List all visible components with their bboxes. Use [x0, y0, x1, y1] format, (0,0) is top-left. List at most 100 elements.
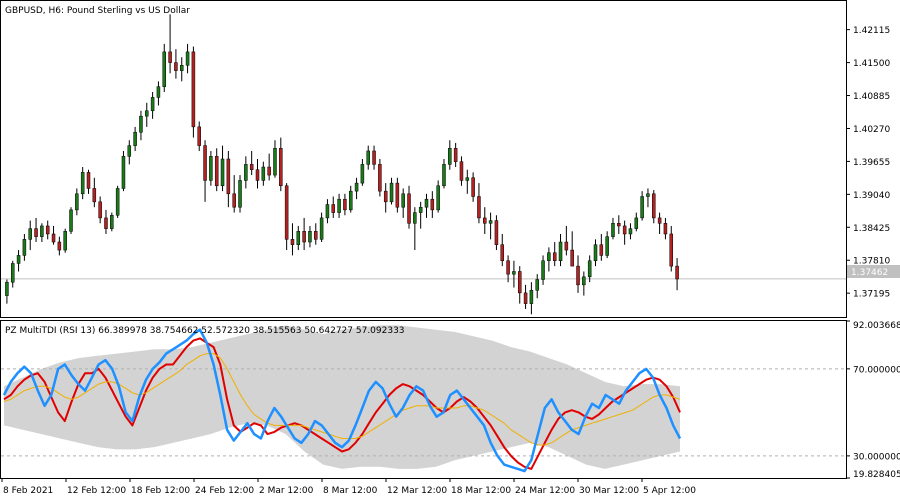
series-rsi — [2, 328, 682, 473]
candle-body-bull — [593, 244, 598, 262]
indicator-tick-label: 30.000000 — [853, 452, 900, 462]
candle-body-bull — [413, 212, 417, 224]
candle-body-bull — [360, 164, 365, 184]
candle-body-bull — [448, 148, 452, 165]
candle-body-bear — [430, 198, 435, 211]
axis-marks: 1.42115 1.41500 1.40885 1.40270 1.39655 1.390… — [1, 26, 900, 496]
candle-body-bull — [418, 206, 423, 213]
candle-body-bear — [267, 166, 271, 176]
x-tick-label: 18 Feb 12:00 — [131, 486, 190, 496]
x-tick-label: 12 Mar 12:00 — [387, 486, 447, 496]
candle-body-bear — [34, 228, 38, 237]
candle-body-bear — [57, 241, 62, 251]
y-tick-label: 1.40270 — [853, 125, 890, 135]
x-tick-label: 5 Apr 12:00 — [643, 486, 696, 496]
main-panel-marks — [1, 14, 846, 315]
candle-body-bull — [337, 198, 341, 213]
candle-body-bull — [529, 289, 534, 304]
x-tick-label: 8 Feb 2021 — [3, 486, 53, 496]
main-chart-title: GBPUSD, H6: Pound Sterling vs US Dollar — [5, 6, 190, 16]
x-tick-label: 24 Mar 12:00 — [515, 486, 575, 496]
candle-body-bull — [127, 145, 132, 157]
candle-body-bull — [582, 276, 586, 286]
candle-body-bull — [640, 196, 644, 219]
y-tick-label: 1.41500 — [853, 59, 890, 69]
candle-body-bull — [22, 239, 27, 256]
candle-body-bull — [436, 185, 440, 211]
candle-body-bull — [628, 228, 633, 235]
candle-body-bull — [348, 190, 353, 211]
x-tick-label: 2 Mar 12:00 — [259, 486, 314, 496]
candle-body-bull — [296, 231, 301, 245]
candle-body-bear — [197, 126, 201, 146]
y-tick-label: 1.38425 — [853, 224, 890, 234]
candle-body-bull — [75, 193, 79, 211]
candle-body-bull — [40, 225, 44, 237]
candle-body-bull — [611, 223, 615, 237]
candle-body-bear — [104, 217, 108, 229]
candle-body-bull — [442, 164, 446, 187]
x-tick-label: 8 Mar 12:00 — [323, 486, 378, 496]
candle-body-bull — [209, 156, 213, 181]
candle-body-bear — [302, 231, 306, 243]
candle-body-bull — [512, 271, 516, 275]
candle-body-bear — [459, 161, 464, 181]
candle-body-bull — [162, 51, 167, 87]
candle-body-bull — [325, 204, 330, 219]
candle-body-bull — [488, 220, 493, 224]
candle-body-bull — [145, 110, 149, 117]
candle-body-bear — [500, 244, 505, 262]
candle-body-bear — [343, 198, 347, 211]
candle-body-bear — [98, 201, 102, 219]
candle-body-bull — [535, 279, 539, 291]
y-tick-label: 1.39040 — [853, 191, 890, 201]
candle-body-bull — [308, 231, 312, 243]
candle-body-bull — [646, 193, 650, 197]
volatility-band — [4, 325, 680, 469]
candle-body-bear — [290, 239, 295, 245]
candle-body-bull — [63, 231, 67, 251]
candle-body-bear — [45, 225, 50, 235]
candle-body-bear — [191, 51, 196, 128]
candle-body-bull — [115, 188, 120, 216]
candle-body-bull — [185, 51, 190, 66]
y-tick-label: 1.42115 — [853, 26, 890, 36]
candle-body-bull — [16, 255, 21, 264]
candle-body-bull — [220, 158, 225, 187]
candle-body-bull — [634, 217, 639, 229]
candle-body-bull — [5, 281, 9, 296]
candle-body-bear — [652, 193, 656, 219]
candle-body-bull — [261, 166, 266, 181]
series-signal — [3, 337, 681, 470]
candle-body-bull — [10, 263, 15, 283]
candle-body-bull — [28, 228, 32, 240]
candle-body-bear — [279, 148, 283, 187]
current-price-box — [847, 265, 900, 278]
indicator-tick-label: 19.828405 — [853, 470, 900, 480]
y-tick-label: 1.37810 — [853, 257, 890, 267]
candle-body-bull — [547, 252, 551, 262]
candle-body-bear — [453, 148, 458, 162]
candle-body-bear — [669, 233, 674, 267]
x-tick-label: 30 Mar 12:00 — [579, 486, 639, 496]
candle-body-bear — [378, 164, 382, 192]
candle-body-bear — [314, 231, 318, 240]
candle-body-bear — [372, 150, 376, 165]
candle-body-bear — [331, 204, 336, 213]
candle-body-bear — [517, 271, 522, 294]
candle-body-bear — [255, 169, 260, 181]
candle-body-bear — [174, 62, 178, 71]
candle-body-bear — [477, 196, 481, 219]
candle-body-bear — [383, 190, 388, 203]
candle-body-bear — [675, 265, 679, 280]
candle-body-bull — [80, 172, 85, 195]
candle-body-bear — [552, 252, 557, 262]
candle-body-bear — [92, 188, 97, 203]
candle-body-bull — [587, 260, 592, 278]
candle-body-bear — [471, 177, 475, 197]
candle-body-bear — [483, 217, 487, 224]
candle-body-bull — [354, 182, 359, 192]
indicator-title: PZ MultiTDI (RSI 13) 66.389978 38.754662… — [5, 326, 405, 336]
candle-body-bull — [110, 214, 114, 229]
